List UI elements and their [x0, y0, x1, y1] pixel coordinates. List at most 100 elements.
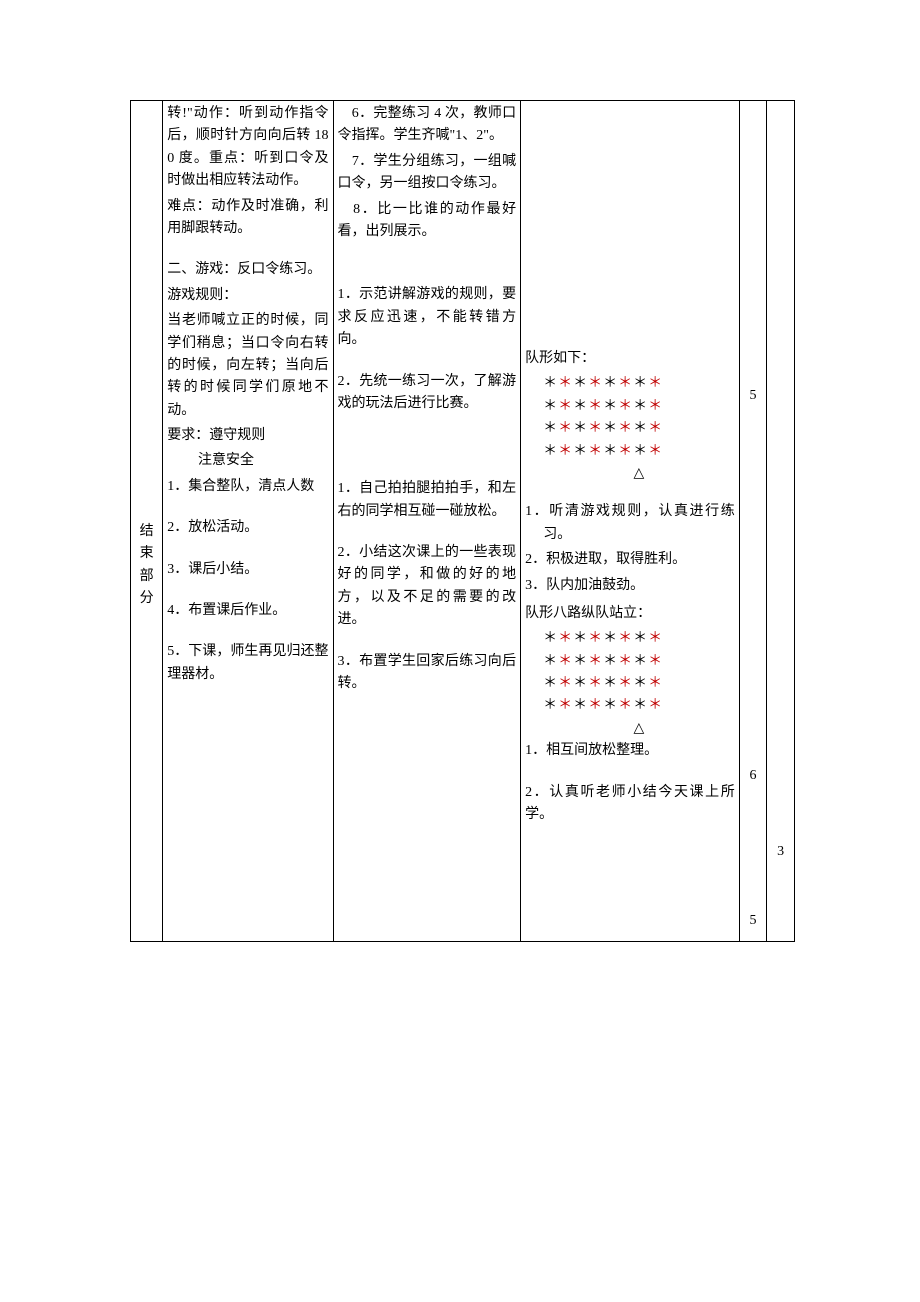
formation-block: ＊＊＊＊＊＊＊＊＊＊＊＊＊＊＊＊＊＊＊＊＊＊＊＊＊＊＊＊＊＊＊＊△ [525, 373, 735, 485]
star-black-icon: ＊ [603, 444, 618, 459]
star-black-icon: ＊ [603, 376, 618, 391]
text-block: 1．听清游戏规则，认真进行练习。 [543, 501, 734, 546]
section-char: 部 [135, 566, 158, 588]
star-black-icon: ＊ [573, 698, 588, 713]
star-red-icon: ＊ [618, 676, 633, 691]
text-block: 6．完整练习 4 次，教师口令指挥。学生齐喊"1、2"。 [338, 103, 517, 148]
number-value: 5 [744, 385, 763, 407]
formation-row: ＊＊＊＊＊＊＊＊ [543, 673, 735, 695]
star-red-icon: ＊ [618, 376, 633, 391]
star-red-icon: ＊ [588, 376, 603, 391]
star-black-icon: ＊ [633, 376, 648, 391]
star-red-icon: ＊ [648, 421, 663, 436]
triangle-icon: △ [543, 718, 735, 740]
number-value: 6 [744, 765, 763, 787]
star-black-icon: ＊ [603, 421, 618, 436]
text-block: 2．放松活动。 [167, 517, 328, 539]
text-block: 游戏规则： [167, 285, 328, 307]
star-black-icon: ＊ [573, 421, 588, 436]
star-black-icon: ＊ [543, 421, 558, 436]
star-black-icon: ＊ [633, 631, 648, 646]
star-red-icon: ＊ [648, 698, 663, 713]
number-cell-1: 5 6 5 [739, 101, 767, 942]
star-black-icon: ＊ [603, 698, 618, 713]
text-block: 2．小结这次课上的一些表现好的同学，和做的好的地方，以及不足的需要的改进。 [338, 542, 517, 632]
star-black-icon: ＊ [543, 698, 558, 713]
star-red-icon: ＊ [588, 698, 603, 713]
formation-row: ＊＊＊＊＊＊＊＊ [543, 628, 735, 650]
star-red-icon: ＊ [558, 421, 573, 436]
star-red-icon: ＊ [558, 376, 573, 391]
section-char: 束 [135, 543, 158, 565]
star-red-icon: ＊ [648, 399, 663, 414]
star-black-icon: ＊ [573, 376, 588, 391]
page-root: 结 束 部 分 转!"动作：听到动作指令后，顺时针方向向后转 180 度。重点：… [0, 0, 920, 1302]
formation-row: ＊＊＊＊＊＊＊＊ [543, 418, 735, 440]
formation-row: ＊＊＊＊＊＊＊＊ [543, 396, 735, 418]
star-black-icon: ＊ [573, 676, 588, 691]
star-black-icon: ＊ [543, 399, 558, 414]
star-black-icon: ＊ [603, 654, 618, 669]
content-cell: 转!"动作：听到动作指令后，顺时针方向向后转 180 度。重点：听到口令及时做出… [163, 101, 333, 942]
text-block: 4．布置课后作业。 [167, 600, 328, 622]
star-black-icon: ＊ [603, 631, 618, 646]
star-red-icon: ＊ [558, 698, 573, 713]
star-black-icon: ＊ [603, 399, 618, 414]
star-black-icon: ＊ [573, 654, 588, 669]
formation-row: ＊＊＊＊＊＊＊＊ [543, 651, 735, 673]
formation-row: ＊＊＊＊＊＊＊＊ [543, 373, 735, 395]
number-cell-2: 3 [767, 101, 795, 942]
star-red-icon: ＊ [588, 421, 603, 436]
activity-cell: 6．完整练习 4 次，教师口令指挥。学生齐喊"1、2"。 7．学生分组练习，一组… [333, 101, 521, 942]
section-label-cell: 结 束 部 分 [131, 101, 163, 942]
star-red-icon: ＊ [618, 654, 633, 669]
star-black-icon: ＊ [633, 698, 648, 713]
text-block: 二、游戏：反口令练习。 [167, 259, 328, 281]
star-red-icon: ＊ [648, 631, 663, 646]
star-red-icon: ＊ [558, 444, 573, 459]
star-black-icon: ＊ [573, 444, 588, 459]
star-red-icon: ＊ [648, 376, 663, 391]
star-red-icon: ＊ [588, 676, 603, 691]
star-red-icon: ＊ [618, 421, 633, 436]
text-block: 2．先统一练习一次，了解游戏的玩法后进行比赛。 [338, 371, 517, 416]
star-black-icon: ＊ [543, 631, 558, 646]
star-red-icon: ＊ [588, 444, 603, 459]
star-red-icon: ＊ [648, 444, 663, 459]
text-block: 7．学生分组练习，一组喊口令，另一组按口令练习。 [338, 151, 517, 196]
formation-title: 队形如下： [525, 348, 735, 370]
star-red-icon: ＊ [558, 631, 573, 646]
star-red-icon: ＊ [618, 698, 633, 713]
star-red-icon: ＊ [648, 676, 663, 691]
star-black-icon: ＊ [633, 676, 648, 691]
star-black-icon: ＊ [573, 631, 588, 646]
star-black-icon: ＊ [633, 444, 648, 459]
text-block: 1．集合整队，清点人数 [167, 476, 328, 498]
text-block: 1．相互间放松整理。 [525, 740, 735, 762]
star-red-icon: ＊ [558, 399, 573, 414]
text-block: 难点：动作及时准确，利用脚跟转动。 [167, 196, 328, 241]
formation-cell: 队形如下： ＊＊＊＊＊＊＊＊＊＊＊＊＊＊＊＊＊＊＊＊＊＊＊＊＊＊＊＊＊＊＊＊△ … [521, 101, 740, 942]
star-black-icon: ＊ [573, 399, 588, 414]
star-black-icon: ＊ [543, 376, 558, 391]
text-block: 3．布置学生回家后练习向后转。 [338, 651, 517, 696]
text-block: 2．认真听老师小结今天课上所学。 [525, 782, 735, 827]
star-black-icon: ＊ [543, 444, 558, 459]
text-block: 1．示范讲解游戏的规则，要求反应迅速，不能转错方向。 [338, 284, 517, 351]
text-block: 1．自己拍拍腿拍拍手，和左右的同学相互碰一碰放松。 [338, 478, 517, 523]
formation-title: 队形八路纵队站立： [525, 603, 735, 625]
star-red-icon: ＊ [618, 399, 633, 414]
triangle-icon: △ [543, 463, 735, 485]
star-black-icon: ＊ [543, 676, 558, 691]
star-black-icon: ＊ [603, 676, 618, 691]
star-red-icon: ＊ [618, 631, 633, 646]
star-red-icon: ＊ [558, 654, 573, 669]
star-red-icon: ＊ [588, 399, 603, 414]
text-block: 当老师喊立正的时候，同学们稍息；当口令向右转的时候，向左转；当向后转的时候同学们… [167, 310, 328, 422]
formation-row: ＊＊＊＊＊＊＊＊ [543, 695, 735, 717]
text-block: 5．下课，师生再见归还整理器材。 [167, 641, 328, 686]
star-black-icon: ＊ [633, 421, 648, 436]
text-block: 8．比一比谁的动作最好看，出列展示。 [338, 199, 517, 244]
section-char: 结 [135, 521, 158, 543]
text-block: 注意安全 [167, 450, 328, 472]
